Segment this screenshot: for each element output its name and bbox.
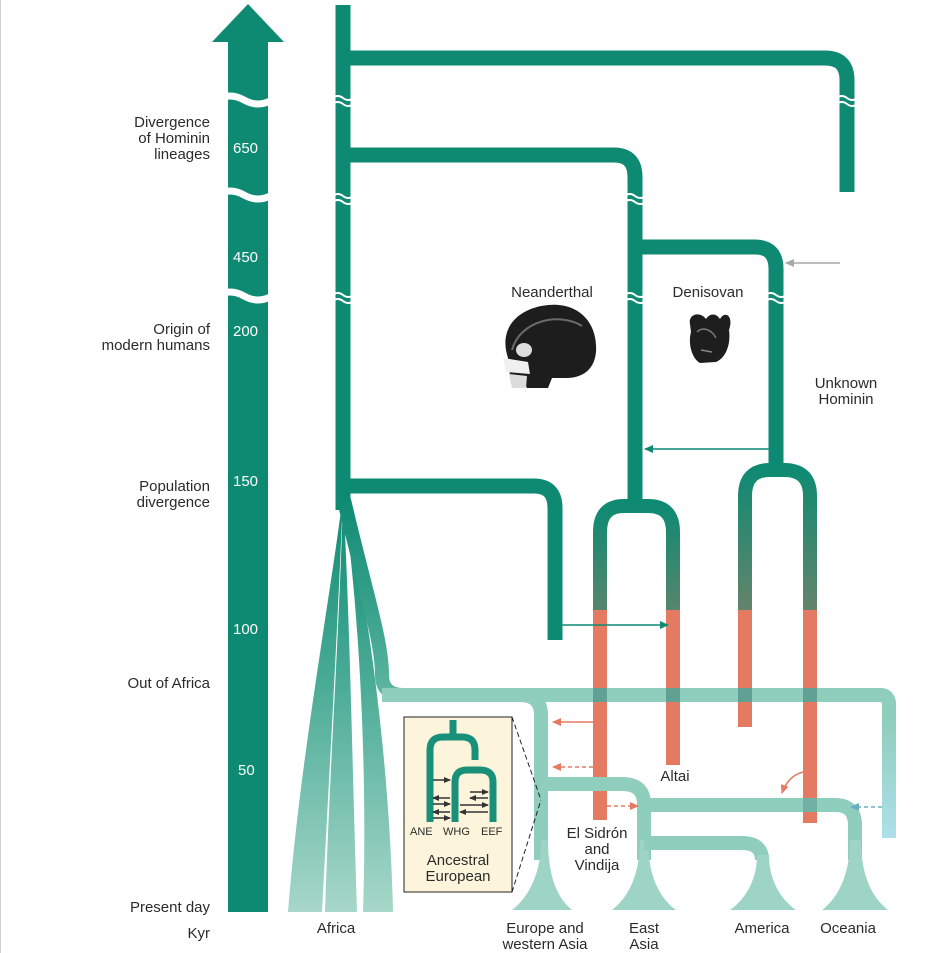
neanderthal-split [593, 499, 680, 820]
inset-group-eef: EEF [481, 826, 503, 838]
event-label-present-day: Present day [129, 899, 210, 916]
early-modern-branch [343, 478, 563, 640]
inset-title: Ancestral European [425, 852, 491, 885]
axis-tick-150: 150 [233, 473, 259, 490]
population-label-oceania: Oceania [820, 920, 876, 937]
lineage-label-unknown-hominin: Unknown Hominin [814, 375, 878, 408]
neanderthal-skull-icon [503, 304, 597, 388]
axis-tick-50: 50 [238, 762, 255, 779]
denisovan-tooth-icon [689, 314, 731, 363]
scale-break-marks [331, 95, 859, 304]
time-axis-bar [228, 38, 268, 912]
population-label-africa: Africa [316, 920, 356, 937]
lineage-label-denisovan: Denisovan [672, 284, 744, 301]
gene-flow-arrows [552, 259, 882, 811]
lineage-label-altai: Altai [660, 768, 690, 785]
inset-group-ane: ANE [410, 826, 433, 838]
axis-tick-100: 100 [233, 621, 259, 638]
population-label-europe: Europe and western Asia [502, 920, 588, 953]
axis-tick-650: 650 [233, 140, 259, 157]
axis-tick-450: 450 [233, 249, 259, 266]
ancestral-european-inset [403, 716, 542, 893]
axis-tick-200: 200 [233, 323, 259, 340]
lineage-label-el-sidron-vindija: El Sidrón and Vindija [566, 825, 628, 874]
lineage-label-neanderthal: Neanderthal [511, 284, 593, 301]
time-axis-arrowhead [212, 4, 284, 42]
neanderthal-branch [343, 147, 643, 500]
inset-group-whg: WHG [443, 826, 470, 838]
event-label-divergence: Divergence of Hominin lineages [134, 114, 210, 163]
population-label-east-asia: East Asia [628, 920, 659, 953]
event-label-origin: Origin of modern humans [101, 321, 210, 354]
archaic-branches [335, 5, 855, 640]
denisovan-to-oceania-arrow [780, 771, 804, 794]
population-label-america: America [734, 920, 790, 937]
event-label-population-divergence: Population divergence [136, 478, 210, 511]
axis-unit-label: Kyr [187, 925, 211, 942]
denisovan-branch [635, 239, 784, 470]
event-label-out-of-africa: Out of Africa [127, 675, 210, 692]
time-axis [212, 4, 284, 912]
denisovan-split [738, 463, 817, 823]
